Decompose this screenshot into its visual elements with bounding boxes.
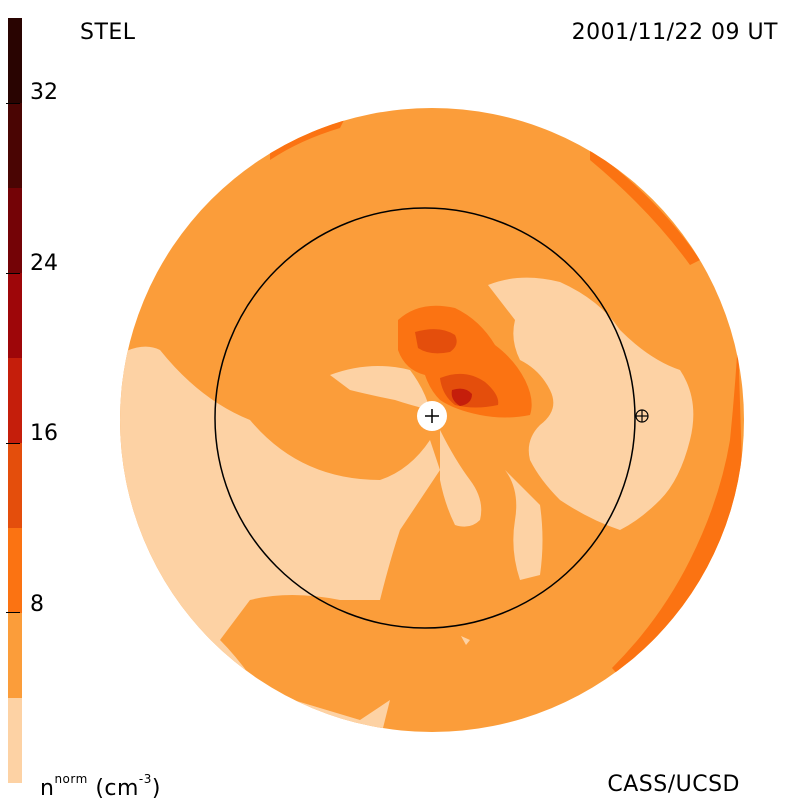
colorbar-band-9 bbox=[8, 18, 22, 103]
unit-exponent: -3 bbox=[138, 772, 152, 786]
colorbar-band-5 bbox=[8, 358, 22, 443]
colorbar-band-2 bbox=[8, 613, 22, 698]
density-light-streak bbox=[440, 430, 482, 527]
density-light-right bbox=[488, 277, 694, 530]
colorbar-tick-label: 8 bbox=[30, 592, 44, 617]
colorbar-band-1 bbox=[8, 698, 22, 783]
density-rim bbox=[590, 148, 700, 265]
colorbar-tick-label: 24 bbox=[30, 251, 58, 276]
colorbar-band-7 bbox=[8, 188, 22, 273]
colorbar-band-3 bbox=[8, 528, 22, 613]
colorbar-tick-mark bbox=[6, 612, 20, 613]
colorbar bbox=[8, 18, 22, 783]
credit-label: CASS/UCSD bbox=[607, 772, 740, 797]
density-light-wedge bbox=[330, 366, 430, 410]
colorbar-tick-mark bbox=[6, 443, 20, 444]
unit-symbol: n bbox=[40, 776, 55, 801]
earth-orbit-circle bbox=[214, 207, 636, 629]
unit-paren: (cm bbox=[95, 776, 139, 801]
colorbar-band-6 bbox=[8, 273, 22, 358]
colorbar-tick-label: 32 bbox=[30, 80, 58, 105]
colorbar-band-8 bbox=[8, 103, 22, 188]
density-peak bbox=[451, 388, 472, 406]
instrument-label: STEL bbox=[80, 20, 136, 45]
density-rim bbox=[270, 118, 345, 160]
density-high bbox=[415, 329, 457, 354]
colorbar-tick-mark bbox=[6, 273, 20, 274]
timestamp-label: 2001/11/22 09 UT bbox=[571, 20, 778, 45]
unit-label: nnorm (cm-3) bbox=[40, 772, 161, 801]
earth-marker bbox=[635, 409, 649, 423]
unit-superscript: norm bbox=[54, 772, 88, 786]
colorbar-tick-mark bbox=[6, 103, 20, 104]
colorbar-band-4 bbox=[8, 443, 22, 528]
density-light-spot bbox=[461, 636, 470, 645]
unit-close: ) bbox=[151, 776, 161, 801]
density-light-streak bbox=[505, 470, 543, 580]
sun-marker bbox=[417, 401, 447, 431]
colorbar-tick-label: 16 bbox=[30, 421, 58, 446]
